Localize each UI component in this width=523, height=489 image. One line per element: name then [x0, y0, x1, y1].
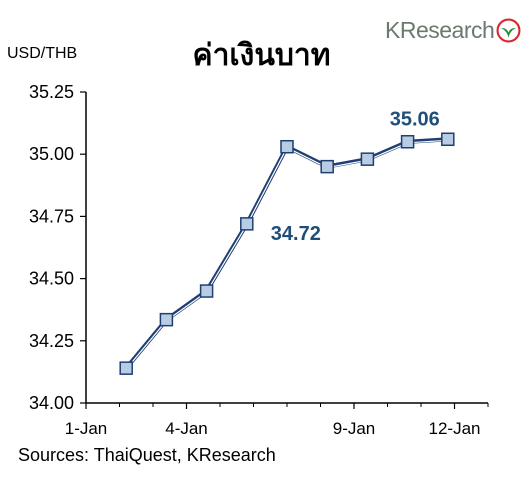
series-lines: [124, 137, 448, 370]
y-tick-label: 34.00: [29, 393, 74, 413]
y-tick-label: 34.75: [29, 206, 74, 226]
axes: 34.00 34.25 34.50 34.75 35.00 35.25 1-Jan 4-Jan…: [29, 82, 489, 438]
x-tick-label: 4-Jan: [165, 419, 208, 438]
data-labels: 34.72 35.06: [271, 108, 440, 245]
data-point-marker: [280, 139, 294, 154]
series-line: [124, 137, 448, 370]
y-tick-label: 35.00: [29, 144, 74, 164]
data-point-marker: [400, 135, 415, 149]
data-point-marker: [199, 284, 214, 298]
x-tick-label: 9-Jan: [333, 419, 376, 438]
series-line-highlight: [125, 139, 448, 370]
logo-text: KResearch: [385, 17, 495, 43]
data-point-marker: [441, 132, 455, 147]
y-axis-unit-label: USD/THB: [7, 45, 78, 62]
data-point-marker: [240, 217, 254, 231]
source-note: Sources: ThaiQuest, KResearch: [18, 445, 276, 465]
y-tick-label: 34.50: [29, 269, 74, 289]
data-point-marker: [119, 361, 133, 375]
data-label: 34.72: [271, 223, 321, 245]
y-tick-label: 34.25: [29, 331, 74, 351]
data-label: 35.06: [390, 108, 440, 130]
data-point-marker: [360, 152, 375, 166]
series-markers: [119, 132, 455, 375]
kasikorn-leaf-icon: [496, 18, 521, 43]
x-tick-label: 1-Jan: [65, 419, 108, 438]
y-tick-label: 35.25: [29, 82, 74, 102]
data-point-marker: [320, 159, 334, 174]
data-point-marker: [159, 312, 174, 327]
chart-title: ค่าเงินบาท: [192, 39, 331, 72]
x-tick-label: 12-Jan: [429, 419, 481, 438]
kresearch-logo: KResearch: [385, 17, 521, 44]
